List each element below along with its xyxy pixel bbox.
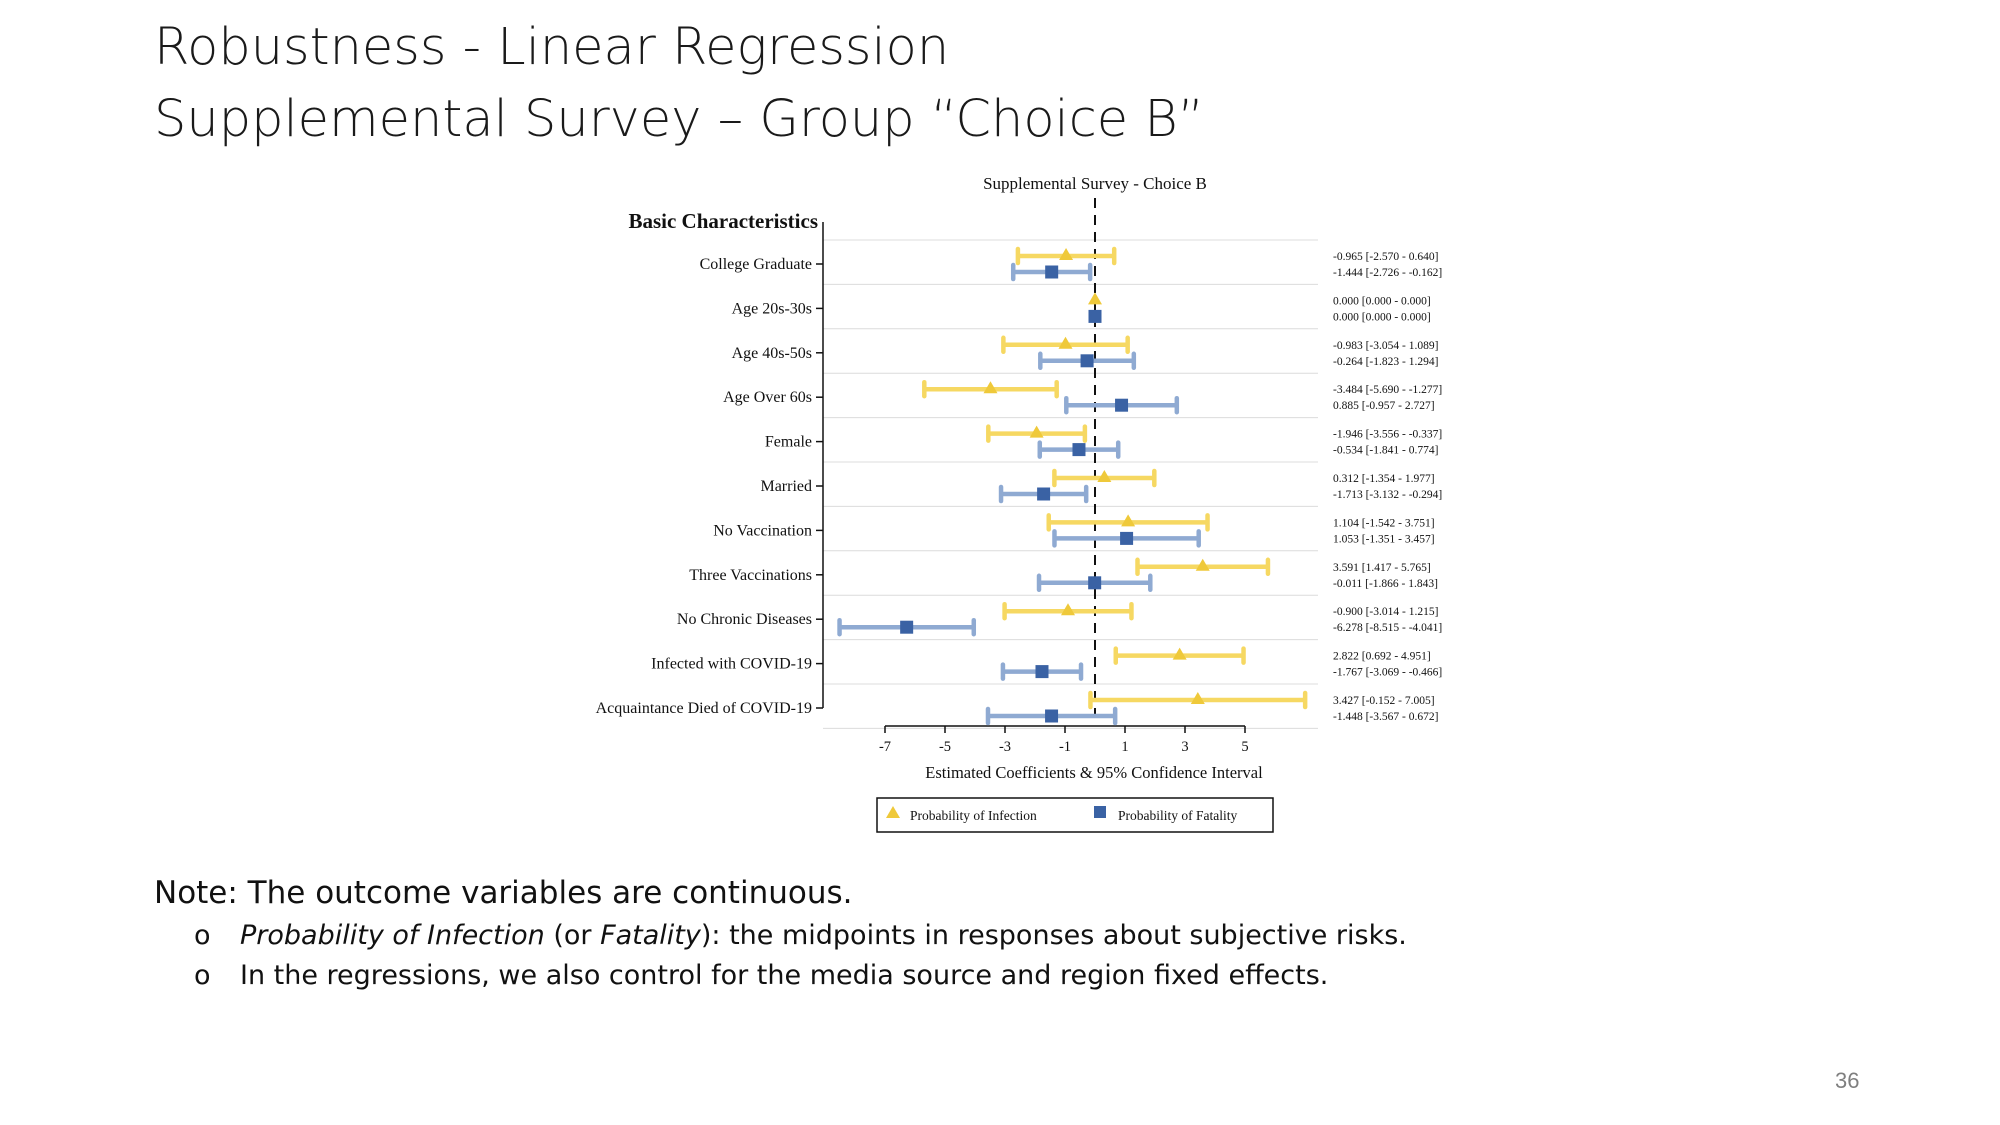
slide-title-line-2: Supplemental Survey – Group “Choice B” [154, 90, 1205, 149]
row-label: Infected with COVID-19 [651, 656, 812, 673]
infection-estimate-label: -0.900 [-3.014 - 1.215] [1333, 606, 1438, 618]
infection-point [983, 381, 998, 394]
infection-point [1088, 292, 1102, 305]
infection-point [1190, 692, 1205, 704]
bullet-marker: o [194, 920, 211, 951]
x-tick-label: -3 [999, 739, 1011, 755]
x-tick-label: -1 [1059, 739, 1071, 755]
row-label: Married [760, 478, 812, 495]
bullet-text: ): the midpoints in responses about subj… [700, 920, 1407, 951]
row-label: Age Over 60s [723, 389, 812, 406]
notes: Note: The outcome variables are continuo… [154, 870, 1407, 996]
x-tick-label: -5 [939, 739, 951, 755]
page-number: 36 [1835, 1068, 1860, 1093]
chart-title: Supplemental Survey - Choice B [983, 174, 1207, 193]
row-label: College Graduate [700, 256, 812, 273]
fatality-point [1120, 531, 1134, 545]
infection-estimate-label: 2.822 [0.692 - 4.951] [1333, 651, 1431, 663]
fatality-point [1045, 709, 1059, 723]
infection-point [1061, 603, 1075, 616]
fatality-estimate-label: 0.885 [-0.957 - 2.727] [1333, 400, 1435, 412]
fatality-estimate-label: -1.444 [-2.726 - -0.162] [1333, 267, 1442, 279]
x-tick-label: -7 [879, 739, 891, 755]
fatality-estimate-label: -1.448 [-3.567 - 0.672] [1333, 711, 1438, 723]
row-label: Acquaintance Died of COVID-19 [596, 700, 812, 717]
y-axis-heading: Basic Characteristics [628, 209, 818, 233]
fatality-point [1035, 665, 1049, 679]
fatality-point [1088, 576, 1102, 590]
fatality-point [1045, 265, 1059, 279]
fatality-point [1088, 309, 1102, 323]
infection-point [1058, 336, 1073, 349]
fatality-point [1072, 443, 1086, 457]
fatality-estimate-label: -0.534 [-1.841 - 0.774] [1333, 445, 1438, 457]
fatality-estimate-label: -0.264 [-1.823 - 1.294] [1333, 356, 1438, 368]
x-tick-label: 3 [1181, 739, 1188, 755]
chart-marks: -0.965 [-2.570 - 0.640] -1.444 [-2.726 - … [837, 246, 1442, 726]
bullet-marker: o [194, 960, 211, 991]
infection-estimate-label: 0.000 [0.000 - 0.000] [1333, 295, 1431, 307]
infection-estimate-label: 3.427 [-0.152 - 7.005] [1333, 695, 1435, 707]
legend-fatality-label: Probability of Fatality [1118, 808, 1237, 823]
infection-point [1172, 647, 1187, 660]
fatality-point [900, 620, 914, 634]
fatality-point [1080, 354, 1094, 368]
infection-point [1097, 470, 1112, 482]
fatality-estimate-label: -1.713 [-3.132 - -0.294] [1333, 489, 1442, 501]
infection-estimate-label: -3.484 [-5.690 - -1.277] [1333, 384, 1442, 396]
infection-point [1029, 425, 1044, 438]
slide-title-line-1: Robustness - Linear Regression [154, 18, 950, 77]
row-label: Female [765, 434, 812, 451]
fatality-estimate-label: -1.767 [-3.069 - -0.466] [1333, 667, 1442, 679]
fatality-estimate-label: 0.000 [0.000 - 0.000] [1333, 311, 1431, 323]
infection-term: Probability of Infection [240, 920, 545, 951]
bullet-text: (or [544, 920, 601, 951]
legend-box [876, 797, 1274, 833]
legend-infection-marker [886, 806, 900, 818]
infection-point [1059, 248, 1074, 260]
fatality-estimate-label: 1.053 [-1.351 - 3.457] [1333, 533, 1435, 545]
fatality-term: Fatality [600, 920, 701, 951]
fatality-point [1037, 487, 1051, 501]
row-label: No Vaccination [713, 522, 812, 539]
row-label: Age 40s-50s [732, 345, 812, 362]
row-label: Age 20s-30s [732, 300, 812, 317]
fatality-estimate-label: -0.011 [-1.866 - 1.843] [1333, 578, 1438, 590]
slide-title: Robustness - Linear Regression Supplemen… [154, 12, 1204, 156]
axes: College Graduate Age 20s-30s Age 40s-50s Ag… [596, 222, 1249, 755]
note-bullet-1: o Probability of Infection (or Fatality)… [154, 916, 1407, 956]
infection-estimate-label: -0.965 [-2.570 - 0.640] [1333, 251, 1438, 263]
infection-estimate-label: 1.104 [-1.542 - 3.751] [1333, 517, 1435, 529]
x-tick-label: 1 [1121, 739, 1128, 755]
note-bullet-2: o In the regressions, we also control fo… [154, 956, 1407, 996]
infection-estimate-label: 0.312 [-1.354 - 1.977] [1333, 473, 1435, 485]
infection-estimate-label: -1.946 [-3.556 - -0.337] [1333, 429, 1442, 441]
infection-estimate-label: -0.983 [-3.054 - 1.089] [1333, 340, 1438, 352]
row-label: No Chronic Diseases [677, 611, 812, 628]
x-tick-label: 5 [1241, 739, 1248, 755]
grid-lines [823, 239, 1318, 729]
infection-point [1121, 514, 1136, 527]
legend-infection-label: Probability of Infection [910, 808, 1037, 823]
coefficient-chart: Supplemental Survey - Choice B Basic Cha… [596, 174, 1442, 833]
infection-estimate-label: 3.591 [1.417 - 5.765] [1333, 562, 1431, 574]
row-label: Three Vaccinations [689, 567, 812, 584]
x-axis-label: Estimated Coefficients & 95% Confidence … [925, 763, 1263, 782]
legend-fatality-marker [1094, 806, 1106, 818]
infection-point [1195, 558, 1210, 571]
note-heading: Note: The outcome variables are continuo… [154, 875, 853, 911]
fatality-point [1115, 398, 1129, 412]
bullet-text: In the regressions, we also control for … [240, 960, 1329, 991]
fatality-estimate-label: -6.278 [-8.515 - -4.041] [1333, 622, 1442, 634]
legend: Probability of Infection Probability of F… [876, 797, 1274, 833]
